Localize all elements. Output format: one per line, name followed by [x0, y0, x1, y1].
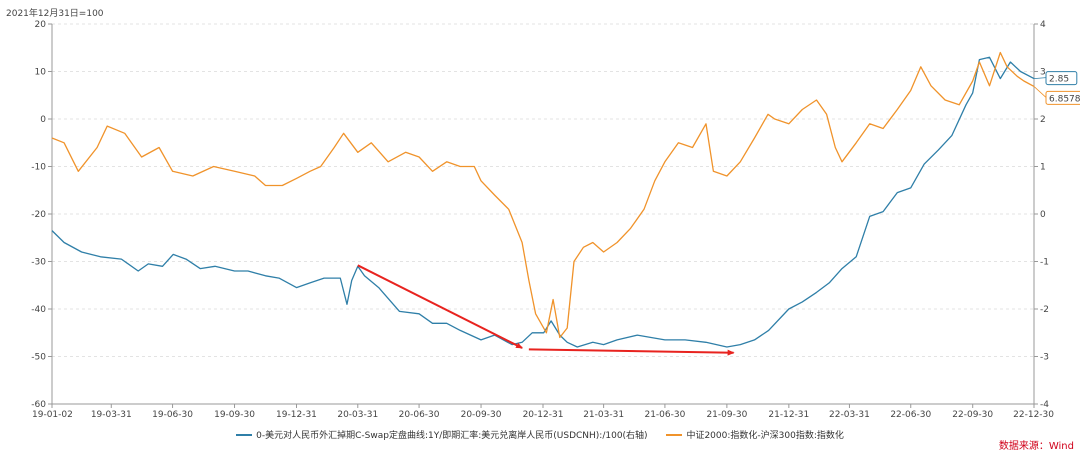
x-tick-label: 19-12-31 [276, 410, 317, 420]
y-right-tick-label: -3 [1040, 353, 1049, 363]
trend-arrow-2 [528, 348, 735, 356]
axes: 20100-10-20-30-40-50-6043210-1-2-3-419-0… [31, 20, 1054, 420]
x-tick-label: 22-09-30 [952, 410, 993, 420]
legend-swatch-csi2000 [666, 433, 683, 436]
x-tick-label: 21-03-31 [583, 410, 624, 420]
legend-swatch-swap [236, 433, 253, 436]
end-label-box [1045, 90, 1080, 105]
y-left-tick-label: 10 [35, 68, 47, 78]
y-left-tick-label: -40 [31, 305, 46, 315]
x-tick-label: 22-03-31 [829, 410, 870, 420]
y-left-tick-label: -10 [31, 163, 46, 173]
gridlines [52, 23, 1034, 405]
x-tick-label: 22-06-30 [890, 410, 931, 420]
legend-item-swap: 0-美元对人民币外汇掉期C-Swap定盘曲线:1Y/即期汇率:美元兑离岸人民币(… [236, 428, 648, 441]
x-tick-label: 19-09-30 [214, 410, 255, 420]
y-left-tick-label: -50 [31, 353, 46, 363]
y-right-tick-label: 4 [1040, 20, 1046, 30]
y-left-tick-label: -20 [31, 210, 46, 220]
end-label-leader [1033, 77, 1047, 80]
x-tick-label: 21-12-31 [768, 410, 809, 420]
legend-label-swap: 0-美元对人民币外汇掉期C-Swap定盘曲线:1Y/即期汇率:美元兑离岸人民币(… [256, 431, 648, 441]
x-tick-label: 19-03-31 [91, 410, 132, 420]
y-left-tick-label: -30 [31, 258, 46, 268]
y-right-tick-label: -1 [1040, 258, 1049, 268]
legend: 0-美元对人民币外汇掉期C-Swap定盘曲线:1Y/即期汇率:美元兑离岸人民币(… [0, 428, 1080, 441]
x-tick-label: 21-06-30 [644, 410, 685, 420]
x-tick-label: 22-12-30 [1013, 410, 1054, 420]
legend-item-csi2000: 中证2000:指数化-沪深300指数:指数化 [666, 428, 844, 441]
y-right-tick-label: -4 [1040, 400, 1049, 410]
y-right-tick-label: 3 [1040, 68, 1046, 78]
trend-arrow-1 [357, 264, 524, 349]
y-left-tick-label: 20 [35, 20, 47, 30]
y-left-tick-label: -60 [31, 400, 46, 410]
end-label-csi2000: 6.8578 [1049, 94, 1080, 104]
x-tick-label: 21-09-30 [706, 410, 747, 420]
series-line-swap [51, 56, 1035, 348]
series-line-csi2000 [51, 51, 1035, 339]
y-right-tick-label: -2 [1040, 305, 1049, 315]
x-tick-label: 20-12-31 [523, 410, 564, 420]
end-label-leader [1033, 86, 1047, 98]
y-right-tick-label: 2 [1040, 115, 1046, 125]
x-tick-label: 19-01-02 [32, 410, 73, 420]
end-labels: 2.85 6.8578 [1033, 71, 1080, 105]
y-right-tick-label: 1 [1040, 163, 1046, 173]
y-right-tick-label: 0 [1040, 210, 1046, 220]
x-tick-label: 20-06-30 [399, 410, 440, 420]
y-left-tick-label: 0 [40, 115, 46, 125]
data-source: 数据来源：Wind [998, 441, 1074, 452]
index-base-note: 2021年12月31日=100 [6, 9, 104, 19]
x-tick-label: 19-06-30 [152, 410, 193, 420]
end-label-box [1045, 71, 1078, 86]
legend-label-csi2000: 中证2000:指数化-沪深300指数:指数化 [686, 431, 844, 441]
annotations [357, 264, 735, 356]
x-tick-label: 20-03-31 [337, 410, 378, 420]
end-label-swap: 2.85 [1049, 75, 1069, 85]
x-tick-label: 20-09-30 [461, 410, 502, 420]
series-lines [51, 51, 1035, 348]
